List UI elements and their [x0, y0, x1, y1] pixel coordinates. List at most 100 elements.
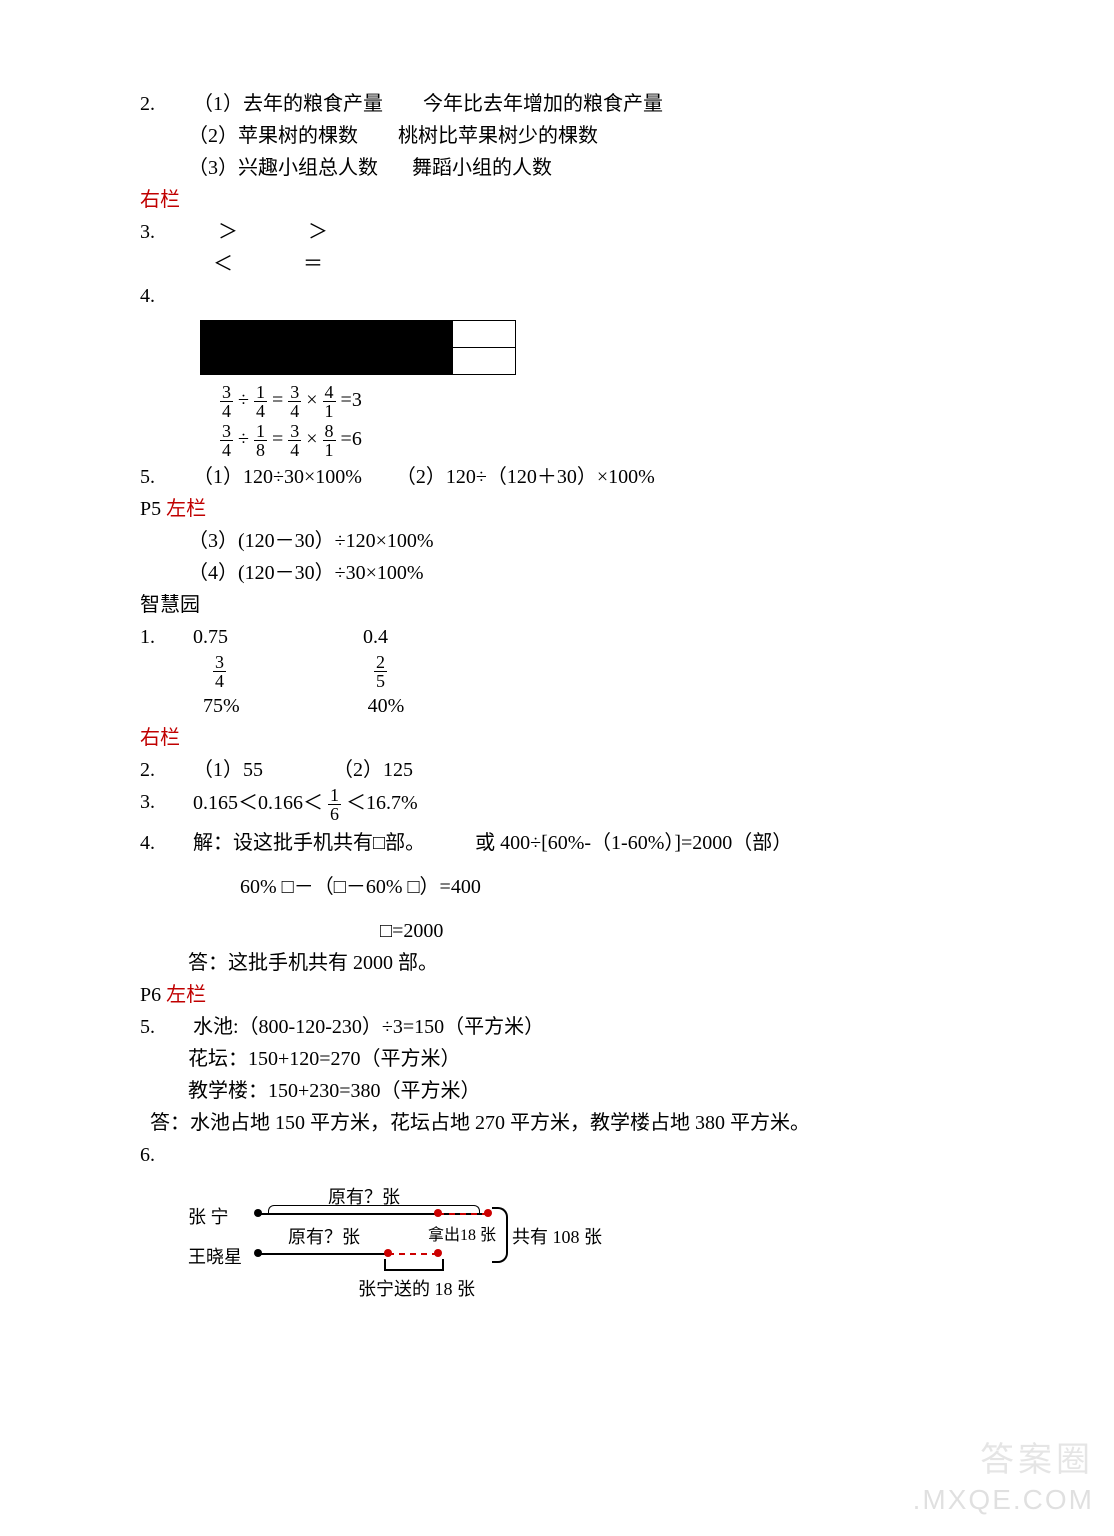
frac: 81	[323, 422, 336, 459]
right-col-2: 右栏	[140, 722, 974, 754]
q2: 2. （1）去年的粮食产量 今年比去年增加的粮食产量	[140, 88, 974, 120]
under-brkt	[384, 1259, 444, 1271]
z2-b: （2）125	[333, 759, 413, 781]
z5-l2: 花坛：150+120=270（平方米）	[140, 1043, 974, 1075]
z1-c3a: 75%	[203, 695, 240, 717]
right-brace	[492, 1207, 508, 1263]
z5-num: 5.	[140, 1011, 188, 1043]
z5-l1: 水池:（800-120-230）÷3=150（平方米）	[193, 1016, 544, 1038]
q3-r2b: ＝	[303, 253, 323, 275]
q3: 3. ＞ ＞	[140, 216, 974, 248]
frac: 34	[288, 383, 301, 420]
watermark-url: .MXQE.COM	[913, 1484, 1094, 1516]
z5: 5. 水池:（800-120-230）÷3=150（平方米）	[140, 1011, 974, 1043]
z4-l4: 答：这批手机共有 2000 部。	[140, 947, 974, 979]
q3-r2a: ＜	[213, 253, 233, 275]
z2-a: （1）55	[193, 759, 263, 781]
res: =6	[341, 428, 362, 450]
q2-1-right: 今年比去年增加的粮食产量	[423, 93, 663, 115]
frac: 34	[288, 422, 301, 459]
z1-c1b: 0.4	[363, 626, 388, 648]
total: 共有 108 张	[512, 1223, 602, 1252]
q2-3-right: 舞蹈小组的人数	[412, 157, 552, 179]
q5-num: 5.	[140, 461, 188, 493]
z1-c1a: 0.75	[193, 621, 253, 653]
frac: 34	[220, 383, 233, 420]
p6-label: P6 左栏	[140, 979, 974, 1011]
q5-p1: （1）120÷30×100%	[193, 466, 362, 488]
z4-l1a: 解：设这批手机共有□部。	[193, 832, 425, 854]
p5-label: P5 左栏	[140, 493, 974, 525]
z2-num: 2.	[140, 754, 188, 786]
frac: 34	[220, 422, 233, 459]
q4: 4.	[140, 280, 974, 312]
q5: 5. （1）120÷30×100% （2）120÷（120＋30）×100%	[140, 461, 974, 493]
q3-r1a: ＞	[218, 221, 238, 243]
eq: =	[272, 428, 283, 450]
z1-c3b: 40%	[368, 695, 405, 717]
q2-2-left: （2）苹果树的棵数	[188, 125, 358, 147]
z3-lead: 0.165＜0.166＜	[193, 792, 323, 814]
frac: 18	[254, 422, 267, 459]
q5-p2: （2）120÷（120＋30）×100%	[396, 466, 655, 488]
give18: 拿出18 张	[428, 1223, 496, 1249]
p6-red: 左栏	[166, 984, 206, 1006]
z1-row2: 34 25	[140, 653, 974, 690]
frac: 14	[254, 383, 267, 420]
sent: 张宁送的 18 张	[358, 1275, 475, 1304]
dot-black	[254, 1249, 262, 1257]
q2-num: 2.	[140, 88, 188, 120]
watermark-cn: 答案圈	[980, 1432, 1094, 1481]
z4-l3: □=2000	[140, 915, 974, 947]
z5-ans: 答：水池占地 150 平方米，花坛占地 270 平方米，教学楼占地 380 平方…	[140, 1107, 974, 1139]
q5-p4: （4）(120－30）÷30×100%	[140, 557, 974, 589]
q4-table	[200, 320, 516, 375]
frac: 25	[374, 653, 387, 690]
z1-num: 1.	[140, 621, 188, 653]
frac: 16	[328, 786, 341, 823]
z5-l3: 教学楼：150+230=380（平方米）	[140, 1075, 974, 1107]
z6: 6.	[140, 1139, 974, 1171]
q5-p3: （3）(120－30）÷120×100%	[140, 525, 974, 557]
q3-num: 3.	[140, 216, 188, 248]
op: ×	[306, 389, 317, 411]
seg-bot	[258, 1253, 388, 1255]
right-col-1: 右栏	[140, 184, 974, 216]
q2-1-left: （1）去年的粮食产量	[193, 93, 383, 115]
z6-num: 6.	[140, 1139, 188, 1171]
q2-3: （3）兴趣小组总人数 舞蹈小组的人数	[140, 152, 974, 184]
q4-eq2: 34 ÷ 18 = 34 × 81 =6	[220, 422, 974, 459]
q4-eq1: 34 ÷ 14 = 34 × 41 =3	[220, 383, 974, 420]
op: ÷	[238, 428, 249, 450]
q2-3-left: （3）兴趣小组总人数	[188, 157, 378, 179]
brace-top	[268, 1205, 480, 1214]
zhang-label: 张 宁	[188, 1203, 229, 1232]
zhihui: 智慧园	[140, 589, 974, 621]
z4-l2: 60% □－（□－60% □）=400	[140, 871, 974, 903]
z3: 3. 0.165＜0.166＜ 16 ＜16.7%	[140, 786, 974, 823]
dot-black	[254, 1209, 262, 1217]
frac: 34	[213, 653, 226, 690]
z4: 4. 解：设这批手机共有□部。 或 400÷[60%-（1-60%）]=2000…	[140, 827, 974, 859]
z6-diagram: 张 宁 王晓星 原有？张 拿出18 张 原有？张 张宁送的 18 张 共有 10…	[188, 1177, 688, 1317]
orig-bot: 原有？张	[288, 1223, 360, 1252]
z3-num: 3.	[140, 786, 188, 818]
z1-row3: 75% 40%	[140, 690, 974, 722]
z3-tail: ＜16.7%	[346, 792, 418, 814]
q2-2-right: 桃树比苹果树少的棵数	[398, 125, 598, 147]
eq: =	[272, 389, 283, 411]
q3-r1b: ＞	[308, 221, 328, 243]
z1: 1. 0.75 0.4	[140, 621, 974, 653]
frac: 41	[323, 383, 336, 420]
wang-label: 王晓星	[188, 1243, 242, 1272]
op: ×	[306, 428, 317, 450]
dash-bot	[388, 1253, 438, 1255]
q3-row2: ＜ ＝	[140, 248, 974, 280]
op: ÷	[238, 389, 249, 411]
res: =3	[341, 389, 362, 411]
q2-2: （2）苹果树的棵数 桃树比苹果树少的棵数	[140, 120, 974, 152]
p5-red: 左栏	[166, 498, 206, 520]
q4-num: 4.	[140, 280, 188, 312]
z4-num: 4.	[140, 827, 188, 859]
z4-l1b: 或 400÷[60%-（1-60%）]=2000（部）	[475, 832, 792, 854]
